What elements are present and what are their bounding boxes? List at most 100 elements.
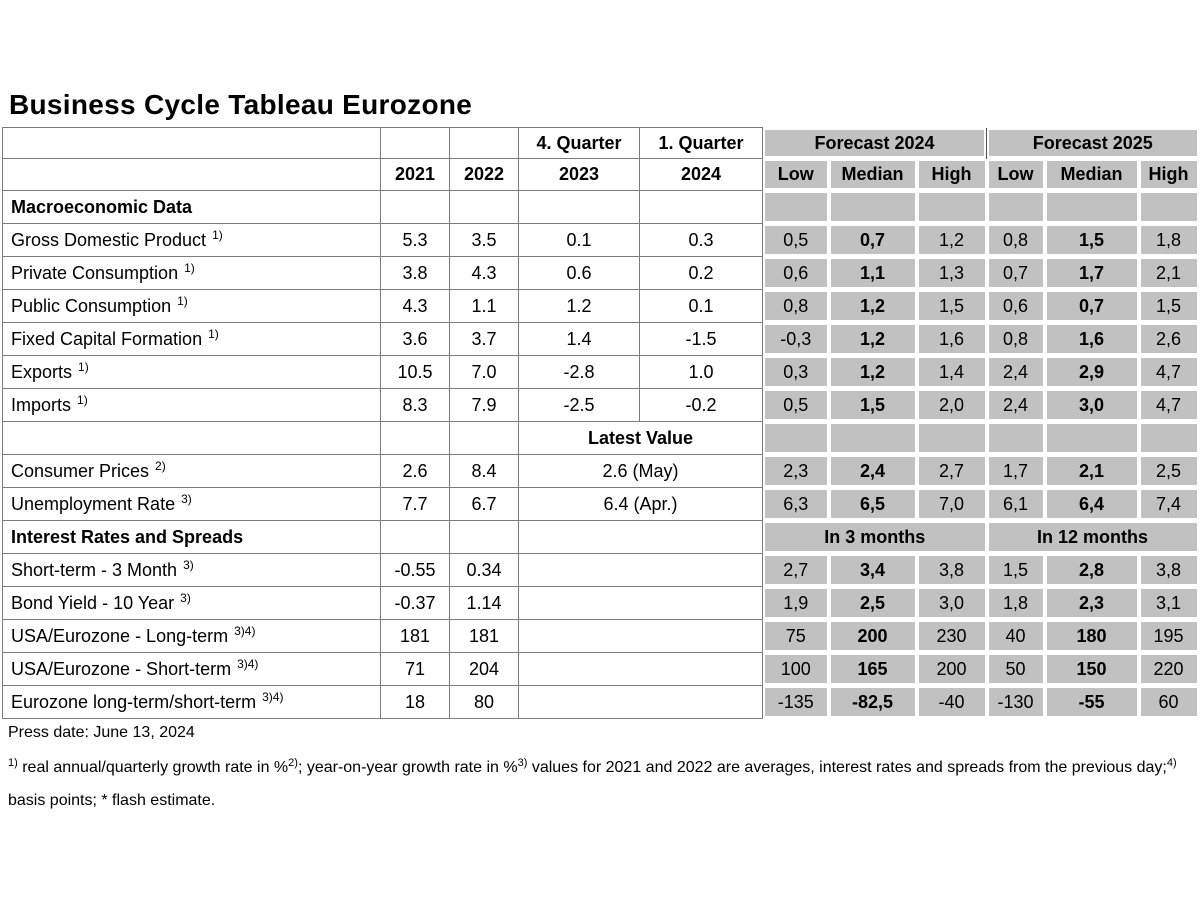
header-forecast-2024-group: Forecast 2024	[762, 127, 987, 159]
forecast-cell-value: 200	[830, 622, 915, 650]
forecast-cell-value	[830, 193, 915, 221]
forecast-cell-value: 1,2	[830, 358, 915, 386]
row-label-cell: USA/Eurozone - Short-term 3)4)	[2, 652, 381, 686]
row-label-footnote-marker: 2)	[155, 458, 166, 473]
value-cell: 181	[380, 619, 450, 653]
forecast-cell: 1,8	[986, 586, 1045, 620]
header-high-2025: High	[1138, 158, 1199, 191]
footnote-text: ; year-on-year growth rate in %	[297, 759, 518, 776]
high-label: High	[1140, 161, 1197, 188]
header-forecast-2025-group: Forecast 2025	[986, 127, 1199, 159]
header-year-2021: 2021	[380, 158, 450, 191]
row-label-cell: Gross Domestic Product 1)	[2, 223, 381, 257]
forecast-cell-value: 2,4	[988, 391, 1043, 419]
forecast-cell: 2,3	[1044, 586, 1139, 620]
row-label-footnote-marker: 1)	[184, 260, 195, 275]
row-label: Unemployment Rate	[11, 493, 176, 514]
forecast-cell: 3,8	[1138, 553, 1199, 587]
row-label: Fixed Capital Formation	[11, 328, 203, 349]
merged-empty-cell	[518, 619, 763, 653]
forecast-cell: 3,0	[916, 586, 987, 620]
value-cell: 204	[449, 652, 519, 686]
forecast-cell-value: 2,7	[918, 457, 985, 485]
forecast-cell-value: 2,6	[1140, 325, 1197, 353]
forecast-cell: 1,5	[1138, 289, 1199, 323]
table-row: USA/Eurozone - Long-term 3)4) 181 181 75 200 2…	[2, 619, 1199, 653]
header-empty-label-cell	[2, 158, 381, 191]
forecast-cell: 40	[986, 619, 1045, 653]
merged-empty-cell	[518, 652, 763, 686]
row-label-cell: Macroeconomic Data	[2, 190, 381, 224]
forecast-cell: 0,6	[986, 289, 1045, 323]
forecast-cell: 180	[1044, 619, 1139, 653]
forecast-cell: 1,3	[916, 256, 987, 290]
value-cell: 2.6	[380, 454, 450, 488]
value-cell: 0.1	[518, 223, 640, 257]
forecast-cell-value: 165	[830, 655, 915, 683]
forecast-cell: 0,7	[1044, 289, 1139, 323]
forecast-cell-value: 0,5	[765, 391, 827, 419]
row-label-footnote-marker: 3)	[180, 590, 191, 605]
forecast-cell: 1,2	[828, 289, 917, 323]
median-label: Median	[1046, 161, 1137, 188]
value-cell: -0.2	[639, 388, 763, 422]
forecast-cell-value	[765, 193, 827, 221]
forecast-cell	[986, 421, 1045, 455]
forecast-cell-value: 7,4	[1140, 490, 1197, 518]
forecast-cell-value: 2,4	[830, 457, 915, 485]
forecast-cell: 3,1	[1138, 586, 1199, 620]
forecast-cell: 75	[762, 619, 829, 653]
forecast-cell: 1,2	[828, 322, 917, 356]
business-cycle-table: 4. Quarter 1. Quarter Forecast 2024 Fore…	[2, 127, 1199, 719]
value-cell: 7.9	[449, 388, 519, 422]
forecast-cell-value: 50	[988, 655, 1043, 683]
forecast-cell-value: 1,2	[830, 325, 915, 353]
table-row: Eurozone long-term/short-term 3)4) 18 80 -13…	[2, 685, 1199, 719]
row-label: USA/Eurozone - Long-term	[11, 625, 229, 646]
value-cell: 3.7	[449, 322, 519, 356]
row-label: Eurozone long-term/short-term	[11, 691, 257, 712]
forecast-cell: 2,9	[1044, 355, 1139, 389]
forecast-cell: 2,1	[1138, 256, 1199, 290]
value-cell: 1.1	[449, 289, 519, 323]
value-cell: -1.5	[639, 322, 763, 356]
forecast-cell: -135	[762, 685, 829, 719]
forecast-cell: -40	[916, 685, 987, 719]
forecast-cell-value: 3,4	[830, 556, 915, 584]
row-label-cell: Exports 1)	[2, 355, 381, 389]
empty-cell	[380, 520, 450, 554]
forecast-cell: 0,6	[762, 256, 829, 290]
footnote-marker: 2)	[288, 757, 298, 769]
forecast-cell	[828, 421, 917, 455]
merged-empty-cell	[518, 586, 763, 620]
row-label-footnote-marker: 1)	[77, 392, 88, 407]
forecast-cell	[1138, 190, 1199, 224]
forecast-cell-value: 3,8	[1140, 556, 1197, 584]
forecast-cell: 200	[916, 652, 987, 686]
page-title: Business Cycle Tableau Eurozone	[9, 89, 473, 120]
row-label-footnote-marker: 3)4)	[234, 623, 256, 638]
row-label-cell: Short-term - 3 Month 3)	[2, 553, 381, 587]
forecast-cell-value: 230	[918, 622, 985, 650]
empty-cell	[449, 421, 519, 455]
forecast-cell-value	[1140, 424, 1197, 452]
forecast-cell: 2,5	[828, 586, 917, 620]
forecast-cell	[762, 421, 829, 455]
forecast-cell: 1,5	[916, 289, 987, 323]
forecast-cell-value: 195	[1140, 622, 1197, 650]
forecast-cell-value: 200	[918, 655, 985, 683]
header-empty-label-cell	[2, 127, 381, 159]
forecast-cell: 1,5	[1044, 223, 1139, 257]
row-label-cell: Unemployment Rate 3)	[2, 487, 381, 521]
table-row: Public Consumption 1) 4.3 1.1 1.2 0.1 0,8 1,2 1,…	[2, 289, 1199, 323]
row-label-footnote-marker: 1)	[208, 326, 219, 341]
forecast-cell-value: 2,9	[1046, 358, 1137, 386]
forecast-cell: 0,5	[762, 388, 829, 422]
forecast-2024-label: Forecast 2024	[765, 130, 985, 156]
row-label: Macroeconomic Data	[11, 196, 193, 217]
forecast-cell: 2,3	[762, 454, 829, 488]
table-row: Exports 1) 10.5 7.0 -2.8 1.0 0,3 1,2 1,4 2,4 2,9 4,…	[2, 355, 1199, 389]
value-cell: 6.7	[449, 487, 519, 521]
forecast-horizon-12m-value: In 12 months	[988, 523, 1197, 551]
